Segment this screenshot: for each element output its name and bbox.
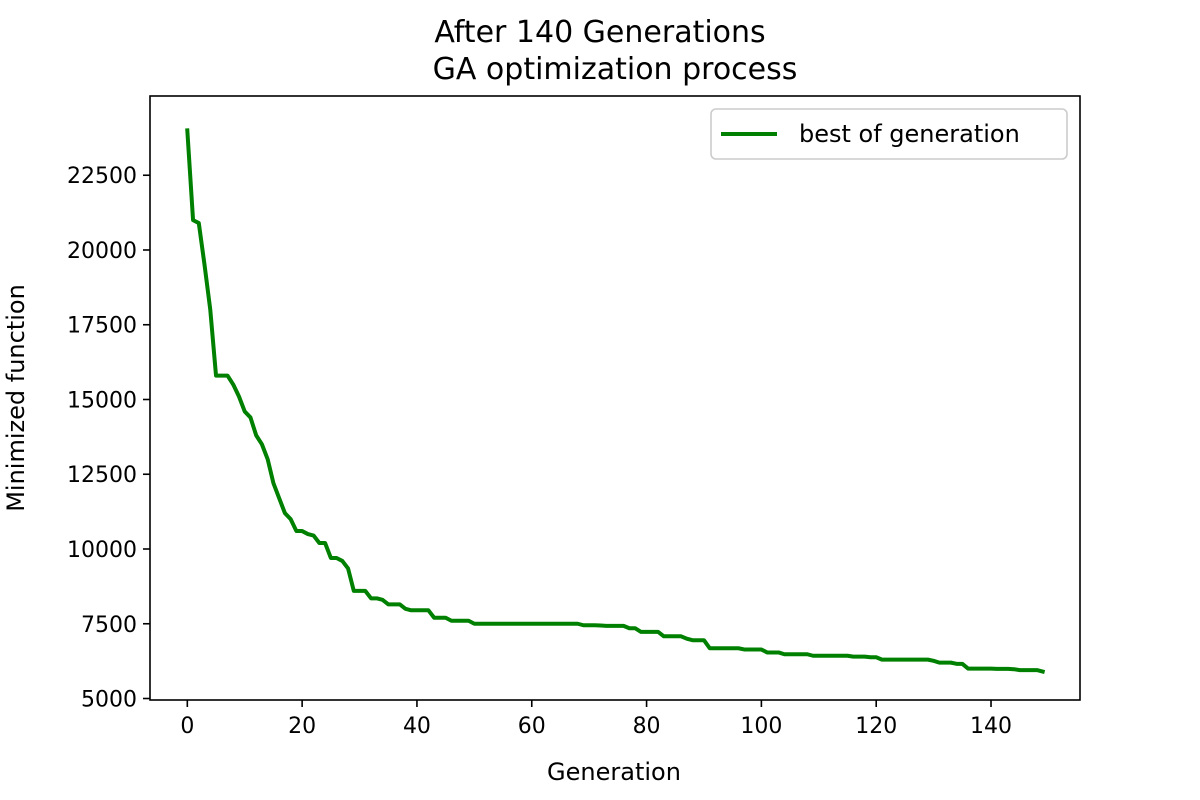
y-tick-label: 12500 — [67, 463, 137, 488]
x-tick-label: 40 — [403, 714, 431, 739]
y-tick-label: 10000 — [67, 538, 137, 563]
series-line-0 — [185, 128, 1046, 675]
plot-area: 0 20 40 60 80 100 120 140 5000 7500 10000 12500 1500… — [67, 95, 1081, 739]
x-axis-label: Generation — [547, 758, 681, 786]
plot-frame — [149, 95, 1081, 701]
x-tick-label: 60 — [518, 714, 546, 739]
x-tick-label: 20 — [288, 714, 316, 739]
x-tick-label: 140 — [970, 714, 1012, 739]
x-tick-label: 80 — [633, 714, 661, 739]
x-tick-label: 120 — [855, 714, 897, 739]
x-tick-label: 100 — [740, 714, 782, 739]
x-tick-label: 0 — [180, 714, 194, 739]
legend-box — [710, 108, 1068, 160]
chart-title: After 140 Generations — [434, 15, 765, 50]
legend-label: best of generation — [799, 120, 1020, 148]
y-tick-label: 7500 — [81, 613, 137, 638]
y-tick-label: 17500 — [67, 314, 137, 339]
y-tick-label: 15000 — [67, 388, 137, 413]
y-axis-label: Minimized function — [2, 284, 30, 512]
y-tick-label: 22500 — [67, 164, 137, 189]
chart-subtitle: GA optimization process — [433, 52, 798, 87]
y-tick-label: 5000 — [81, 688, 137, 713]
y-tick-label: 20000 — [67, 239, 137, 264]
